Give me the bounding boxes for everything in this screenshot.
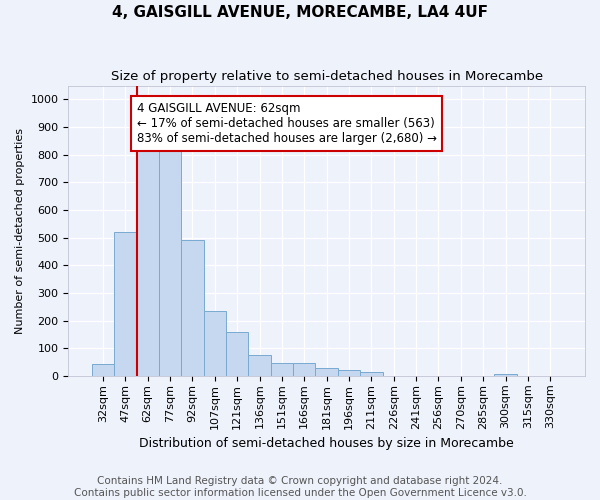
Text: 4, GAISGILL AVENUE, MORECAMBE, LA4 4UF: 4, GAISGILL AVENUE, MORECAMBE, LA4 4UF bbox=[112, 5, 488, 20]
Bar bbox=[137, 146, 159, 376]
Bar bbox=[114, 232, 137, 376]
Text: 4 GAISGILL AVENUE: 62sqm
← 17% of semi-detached houses are smaller (563)
83% of : 4 GAISGILL AVENUE: 62sqm ← 17% of semi-d… bbox=[137, 102, 437, 145]
Bar bbox=[316, 368, 338, 376]
Bar bbox=[248, 356, 271, 376]
Bar bbox=[271, 363, 293, 376]
Bar bbox=[203, 311, 226, 376]
Title: Size of property relative to semi-detached houses in Morecambe: Size of property relative to semi-detach… bbox=[110, 70, 543, 83]
Bar bbox=[181, 240, 203, 376]
Bar bbox=[360, 372, 383, 376]
Bar bbox=[338, 370, 360, 376]
Bar bbox=[494, 374, 517, 376]
Bar bbox=[293, 363, 316, 376]
Bar bbox=[159, 150, 181, 376]
Y-axis label: Number of semi-detached properties: Number of semi-detached properties bbox=[15, 128, 25, 334]
Bar bbox=[226, 332, 248, 376]
Text: Contains HM Land Registry data © Crown copyright and database right 2024.
Contai: Contains HM Land Registry data © Crown c… bbox=[74, 476, 526, 498]
X-axis label: Distribution of semi-detached houses by size in Morecambe: Distribution of semi-detached houses by … bbox=[139, 437, 514, 450]
Bar bbox=[92, 364, 114, 376]
